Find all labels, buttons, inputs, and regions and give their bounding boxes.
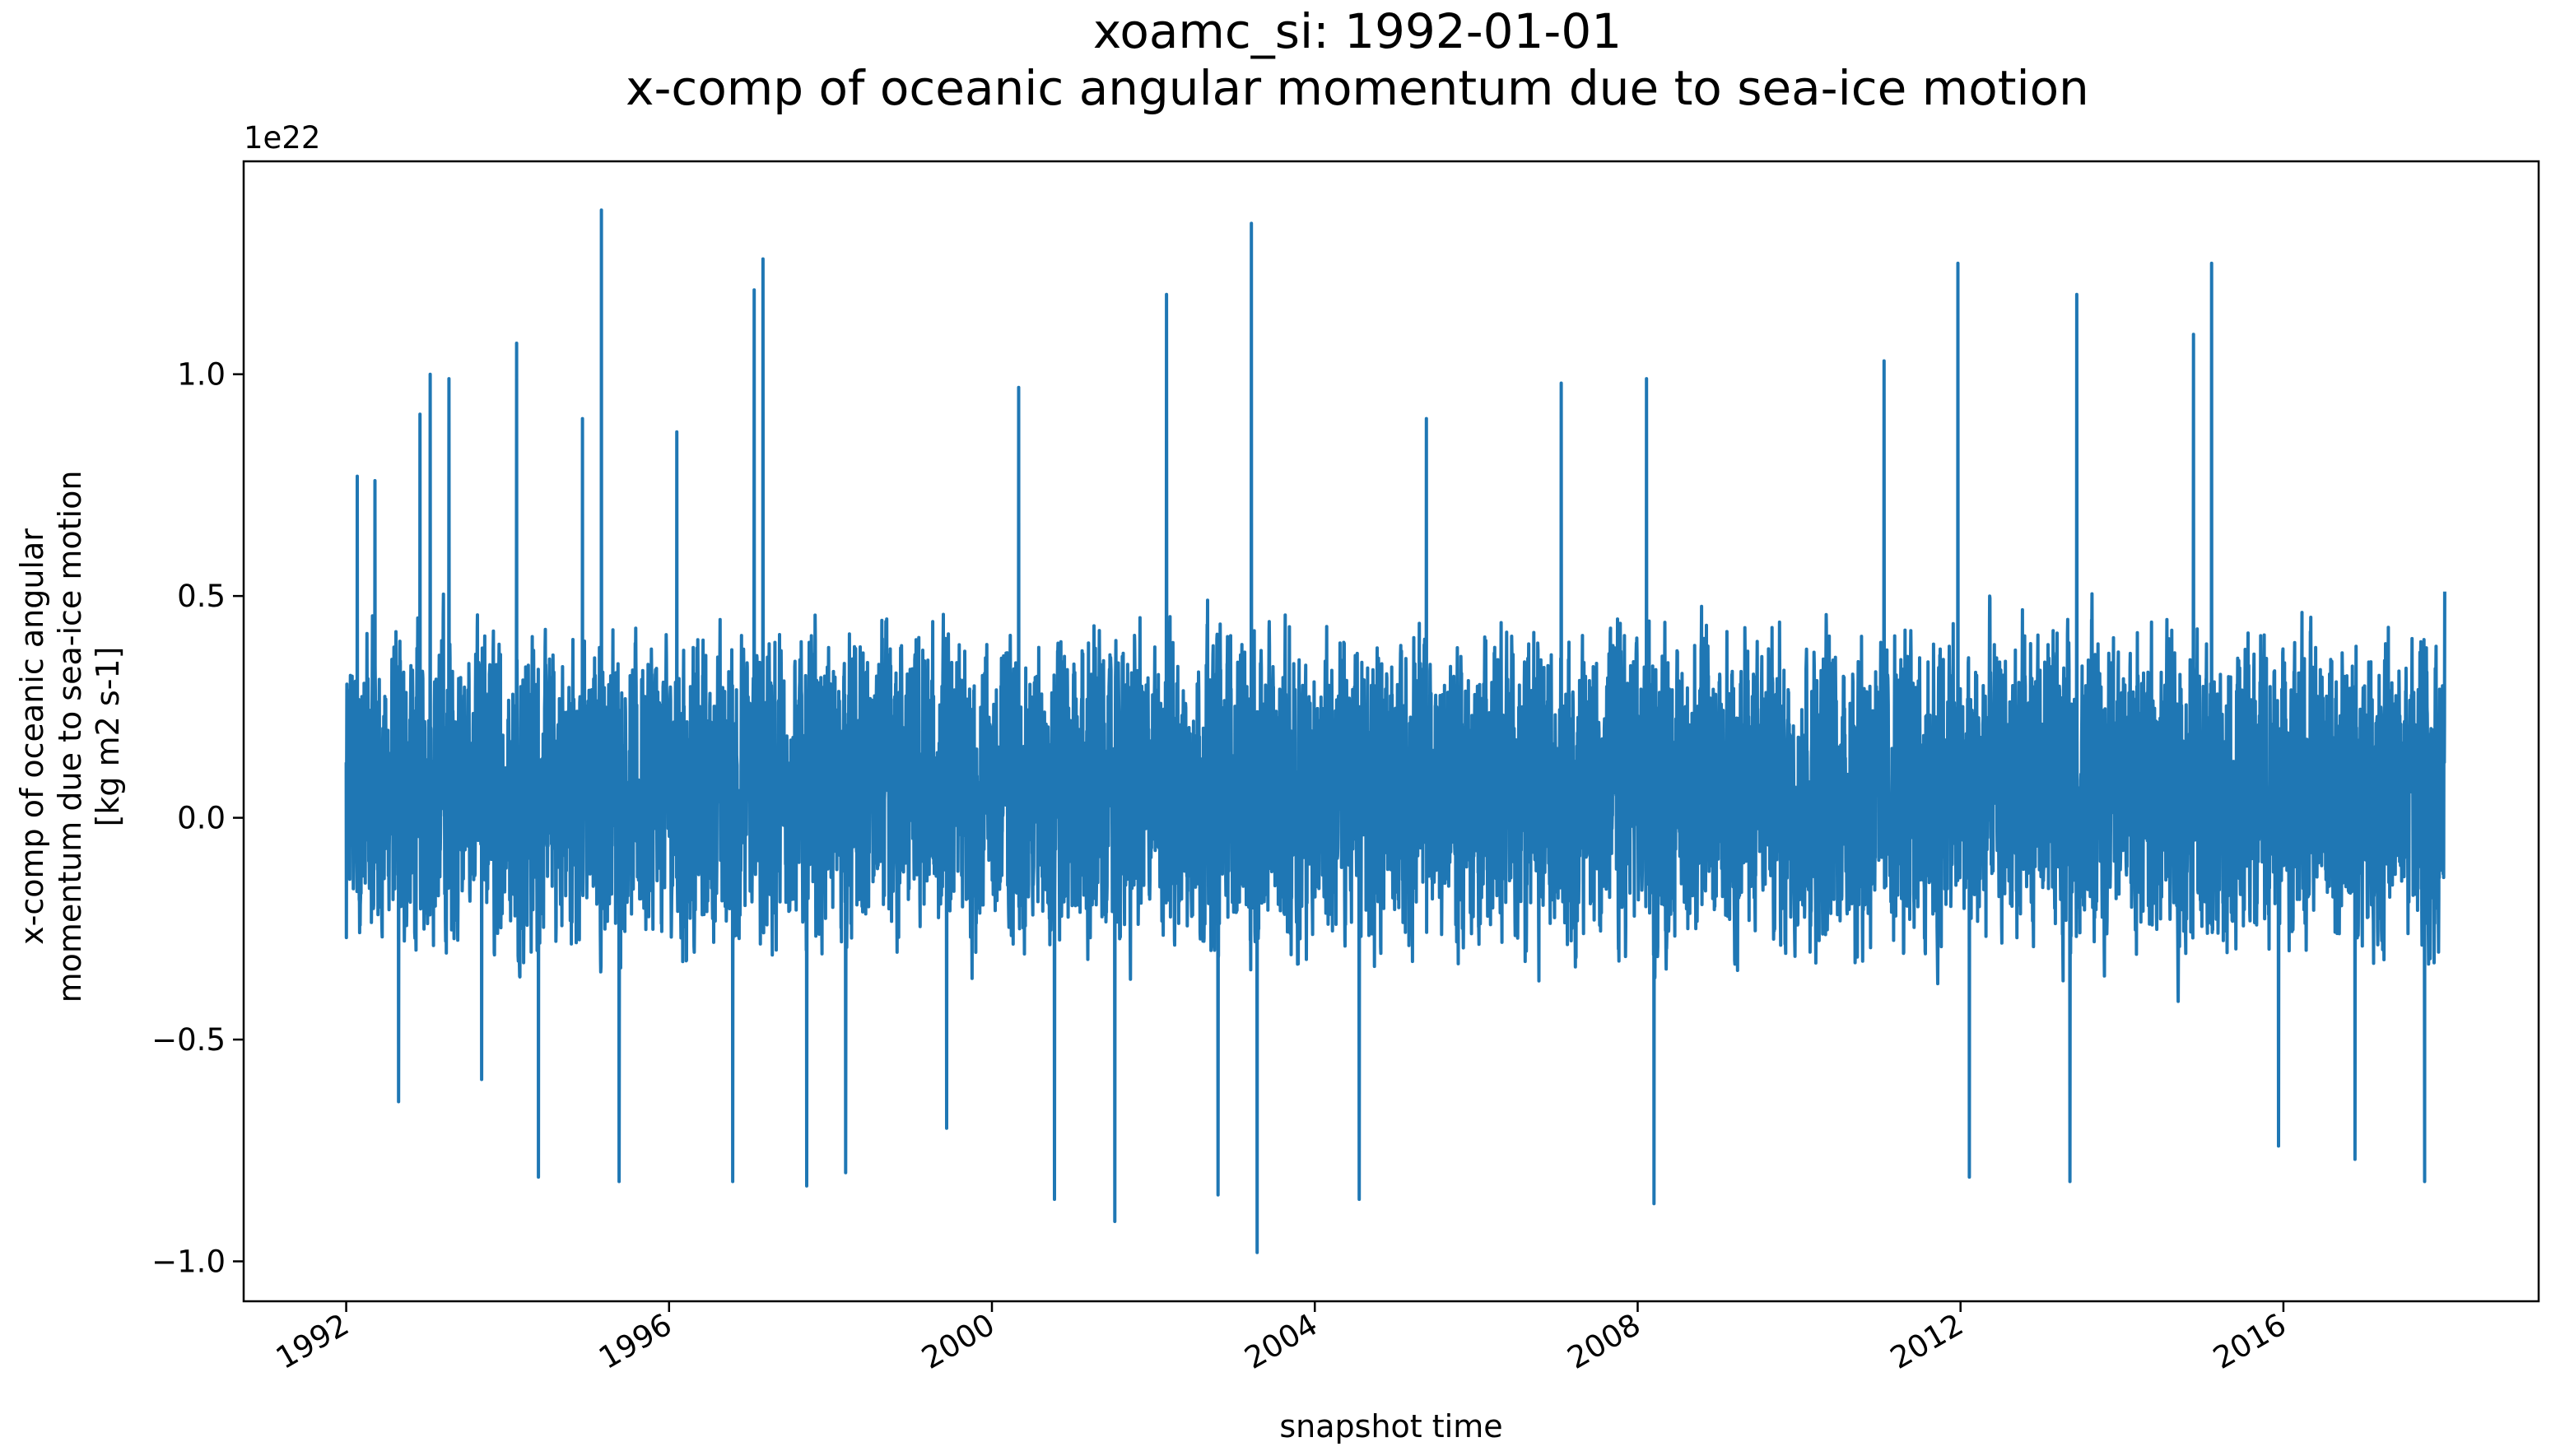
chart-subtitle: x-comp of oceanic angular momentum due t… xyxy=(626,60,2089,116)
x-tick-label: 1996 xyxy=(593,1307,677,1376)
x-tick-label: 2000 xyxy=(915,1307,1000,1376)
x-tick-label: 1992 xyxy=(270,1307,355,1376)
y-axis-ticks: −1.0 −0.5 0.0 0.5 1.0 xyxy=(151,357,244,1279)
y-axis-label-line-3: [kg m2 s-1] xyxy=(90,647,126,827)
x-tick-label: 2008 xyxy=(1562,1307,1646,1376)
x-axis-label: snapshot time xyxy=(1279,1408,1502,1444)
y-offset-label: 1e22 xyxy=(244,120,320,156)
x-axis-ticks: 1992 1996 2000 2004 2008 2012 2016 xyxy=(270,1301,2292,1376)
series-layer xyxy=(344,208,2446,1254)
y-tick-label: 1.0 xyxy=(177,357,226,393)
y-tick-label: −0.5 xyxy=(151,1022,226,1058)
x-tick-label: 2004 xyxy=(1239,1307,1324,1376)
y-tick-label: 0.5 xyxy=(177,579,226,614)
y-axis-label-line-2: momentum due to sea-ice motion xyxy=(52,471,88,1003)
y-axis-label: x-comp of oceanic angular momentum due t… xyxy=(14,471,126,1003)
y-tick-label: 0.0 xyxy=(177,801,226,836)
y-tick-label: −1.0 xyxy=(151,1244,226,1279)
x-tick-label: 2016 xyxy=(2207,1307,2292,1376)
series-line xyxy=(344,208,2446,1254)
x-tick-label: 2012 xyxy=(1884,1307,1969,1376)
plot-frame xyxy=(242,160,2540,1303)
y-axis-label-line-1: x-comp of oceanic angular xyxy=(14,528,50,945)
chart-title: xoamc_si: 1992-01-01 xyxy=(1093,3,1622,59)
